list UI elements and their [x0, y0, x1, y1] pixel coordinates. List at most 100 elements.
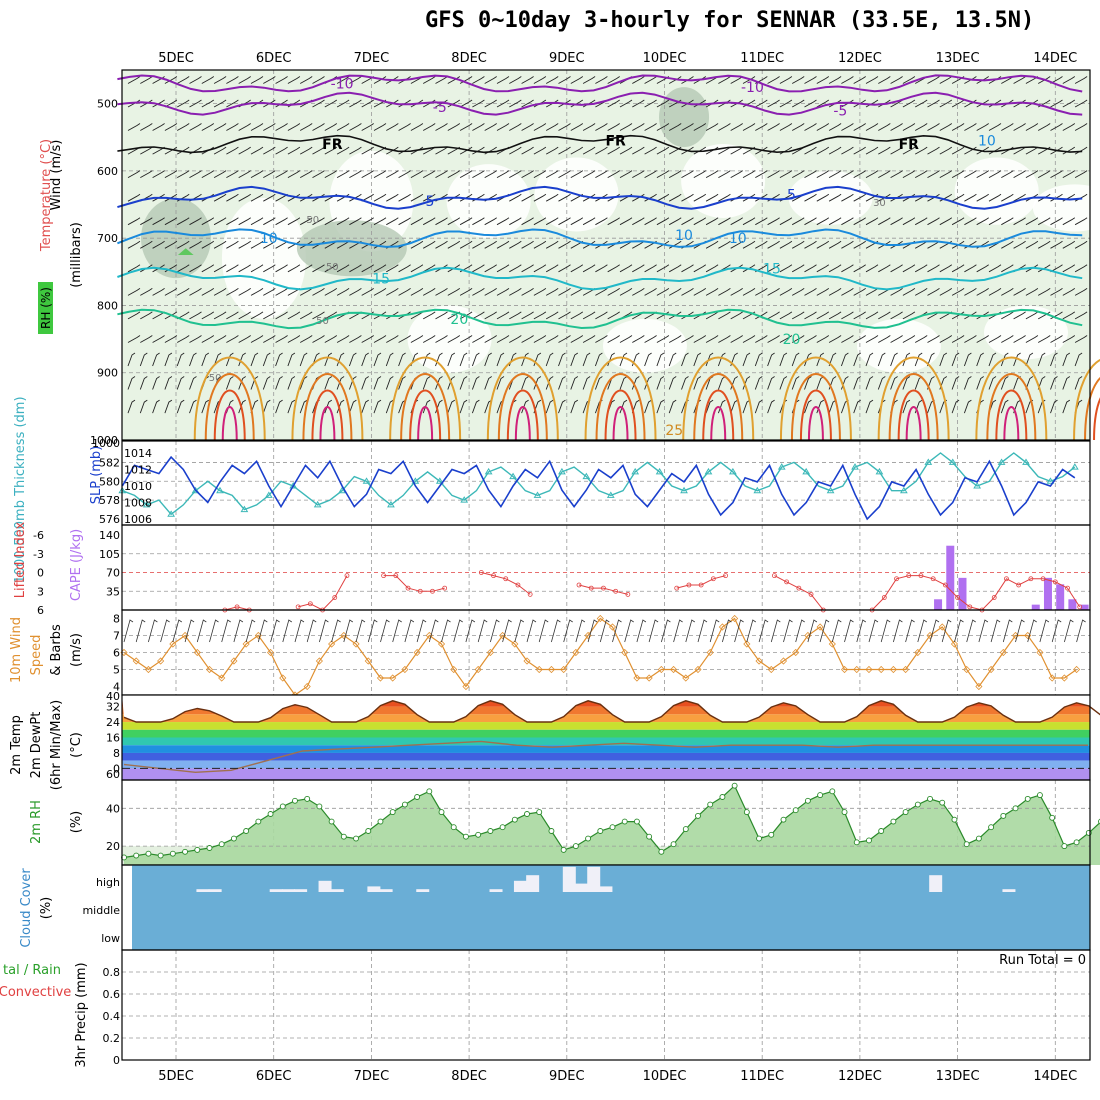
- wind-barb: [459, 288, 473, 296]
- wind-barb: [582, 376, 591, 390]
- temp2m-tick-label: 40: [106, 690, 120, 703]
- wind-barb: [1000, 399, 1009, 414]
- wind-barb: [878, 170, 891, 178]
- high-cloud-bar: [929, 875, 943, 892]
- wind-barb: [545, 240, 559, 249]
- wind-barb: [1074, 335, 1088, 343]
- wind-barb: [226, 146, 239, 155]
- wind-barb: [250, 193, 264, 202]
- wind-barb: [361, 217, 374, 226]
- bottom-date-label: 6DEC: [256, 1069, 292, 1084]
- wind-barb: [361, 170, 374, 178]
- wind-speed-point: [1060, 674, 1068, 682]
- label-10m-wind: 10m Wind: [9, 617, 24, 683]
- wind-barb: [385, 376, 394, 390]
- surface-temperature-contour: [905, 406, 922, 441]
- surface-wind-barb: [770, 619, 781, 643]
- wind-barb: [201, 240, 215, 249]
- wind-barb: [1050, 123, 1063, 131]
- wind-barb: [398, 288, 411, 296]
- temperature-color-band: [122, 729, 1090, 738]
- wind-barb: [447, 352, 456, 367]
- wind-barb: [779, 352, 788, 367]
- wind-barb: [472, 76, 485, 84]
- wind-barb: [176, 288, 190, 296]
- wind-barb: [422, 170, 436, 178]
- temperature-contour-label: 15: [372, 272, 390, 288]
- wind-barb: [878, 76, 891, 84]
- wind-barb: [644, 193, 657, 202]
- wind-barb: [619, 217, 633, 226]
- wind-barb: [939, 170, 953, 178]
- wind-barb: [545, 146, 559, 155]
- wind-speed-point: [682, 674, 690, 682]
- wind-barb: [791, 335, 805, 343]
- rh-dry-area: [983, 305, 1068, 360]
- wind-barb: [595, 240, 608, 249]
- lifted-index-tick-label: 3: [37, 585, 44, 598]
- wind-barb: [693, 264, 707, 273]
- wind-barb: [164, 399, 173, 414]
- rh-point: [902, 809, 909, 816]
- wind-barb: [779, 76, 793, 84]
- wind-barb: [287, 170, 301, 178]
- surface-wind-barb: [966, 619, 976, 643]
- wind-barb: [176, 399, 185, 414]
- wind-barb: [730, 311, 743, 320]
- wind-barb: [619, 399, 628, 414]
- wind-barb: [361, 99, 374, 108]
- wind-barb: [914, 264, 928, 273]
- wind-barb: [238, 399, 246, 414]
- wind-barb: [828, 352, 837, 367]
- wind-barb: [373, 217, 387, 226]
- surface-wind-barb: [453, 619, 463, 643]
- wind-barb: [1050, 217, 1063, 226]
- wind-barb: [422, 376, 431, 390]
- wind-barb: [1001, 240, 1014, 249]
- wind-barb: [890, 76, 903, 84]
- wind-barb: [841, 146, 854, 155]
- wind-barb: [496, 352, 505, 367]
- wind-barb: [287, 399, 296, 414]
- temp2m-tick-label: 8: [113, 747, 120, 760]
- wind-barb: [668, 264, 682, 273]
- thickness-point: [582, 472, 591, 480]
- wind-barb: [828, 76, 842, 84]
- wind10m-tick-label: 6: [113, 647, 120, 660]
- wind-barb: [496, 376, 505, 390]
- wind-barb: [472, 217, 485, 226]
- wind-barb: [755, 217, 768, 226]
- wind-barb: [1013, 217, 1026, 226]
- wind-barb: [484, 170, 497, 178]
- wind-barb: [373, 376, 382, 390]
- wind-barb: [386, 99, 399, 108]
- wind-barb: [631, 376, 640, 390]
- wind-barb: [767, 99, 780, 108]
- wind-barb: [914, 170, 928, 178]
- wind-barb: [140, 240, 153, 249]
- label-wind: Wind (m/s): [49, 140, 64, 211]
- wind-barb: [791, 376, 800, 390]
- surface-wind-barb: [673, 619, 683, 643]
- temperature-color-band: [122, 760, 1090, 769]
- wind-speed-point: [242, 640, 250, 648]
- wind-barb: [422, 264, 436, 273]
- wind-barb: [1037, 335, 1051, 343]
- wind-barb: [472, 288, 485, 296]
- rh-point: [267, 811, 274, 817]
- wind-barb: [140, 76, 153, 84]
- wind-barb: [1074, 217, 1088, 226]
- wind-barb: [607, 123, 620, 131]
- wind-barb: [324, 288, 338, 296]
- wind-barb: [1050, 240, 1063, 249]
- wind-barb: [693, 352, 702, 367]
- wind-barb: [262, 399, 271, 414]
- wind-speed-point: [205, 665, 214, 674]
- wind-barb: [1074, 288, 1088, 296]
- wind-speed-point: [877, 665, 885, 674]
- rh-point: [780, 816, 787, 823]
- wind-speed-point: [547, 665, 556, 674]
- wind-barb: [607, 264, 620, 273]
- wind-barb: [705, 123, 719, 131]
- wind-barb: [656, 376, 665, 390]
